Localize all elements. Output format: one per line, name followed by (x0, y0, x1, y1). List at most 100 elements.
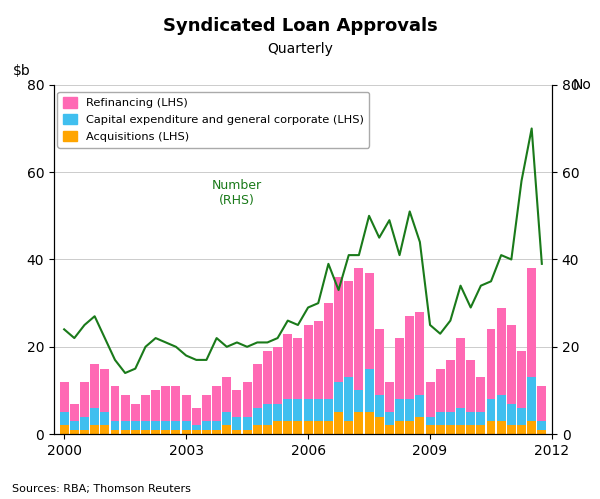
Bar (456, 408, 465, 425)
Bar (70, 421, 79, 430)
Bar (212, 386, 221, 421)
Bar (355, 268, 364, 390)
Bar (110, 421, 119, 430)
Bar (405, 421, 414, 434)
Bar (161, 386, 170, 421)
Bar (425, 425, 434, 434)
Bar (202, 421, 211, 430)
Bar (293, 338, 302, 399)
Bar (527, 377, 536, 421)
Bar (202, 430, 211, 434)
Bar (365, 369, 374, 412)
Bar (151, 430, 160, 434)
Bar (223, 425, 231, 434)
Bar (538, 386, 547, 421)
Bar (202, 395, 211, 421)
Bar (405, 399, 414, 421)
Bar (242, 430, 251, 434)
Bar (517, 408, 526, 425)
Bar (324, 421, 333, 434)
Bar (395, 338, 404, 399)
Bar (151, 390, 160, 421)
Bar (192, 408, 201, 425)
Bar (425, 382, 434, 417)
Bar (161, 421, 170, 430)
Y-axis label: No: No (572, 78, 592, 92)
Bar (324, 303, 333, 399)
Bar (283, 334, 292, 399)
Bar (355, 390, 364, 412)
Bar (242, 417, 251, 430)
Bar (80, 382, 89, 417)
Bar (100, 369, 109, 412)
Bar (172, 421, 181, 430)
Bar (517, 425, 526, 434)
Bar (141, 421, 150, 430)
Bar (375, 417, 383, 434)
Bar (375, 329, 383, 395)
Bar (415, 417, 424, 434)
Bar (538, 430, 547, 434)
Bar (415, 395, 424, 417)
Bar (263, 351, 272, 404)
Bar (507, 425, 516, 434)
Bar (263, 404, 272, 425)
Bar (182, 430, 191, 434)
Bar (110, 430, 119, 434)
Bar (476, 425, 485, 434)
Text: Syndicated Loan Approvals: Syndicated Loan Approvals (163, 17, 437, 35)
Bar (385, 425, 394, 434)
Bar (344, 377, 353, 421)
Bar (283, 421, 292, 434)
Bar (253, 408, 262, 425)
Bar (344, 281, 353, 377)
Bar (90, 364, 99, 408)
Bar (507, 325, 516, 404)
Bar (70, 404, 79, 421)
Bar (273, 347, 282, 404)
Bar (344, 421, 353, 434)
Bar (476, 377, 485, 412)
Bar (232, 417, 241, 430)
Bar (365, 412, 374, 434)
Bar (100, 425, 109, 434)
Bar (334, 277, 343, 382)
Bar (334, 412, 343, 434)
Bar (110, 386, 119, 421)
Bar (121, 395, 130, 421)
Bar (527, 421, 536, 434)
Bar (182, 395, 191, 421)
Bar (466, 425, 475, 434)
Bar (456, 338, 465, 408)
Bar (263, 425, 272, 434)
Bar (273, 421, 282, 434)
Bar (497, 307, 506, 395)
Bar (517, 351, 526, 408)
Bar (90, 408, 99, 425)
Bar (314, 399, 323, 421)
Legend: Refinancing (LHS), Capital expenditure and general corporate (LHS), Acquisitions: Refinancing (LHS), Capital expenditure a… (58, 92, 370, 148)
Bar (232, 390, 241, 417)
Bar (314, 321, 323, 399)
Bar (182, 421, 191, 430)
Bar (395, 399, 404, 421)
Text: Number
(RHS): Number (RHS) (212, 179, 262, 207)
Bar (497, 421, 506, 434)
Bar (436, 425, 445, 434)
Bar (395, 421, 404, 434)
Bar (497, 395, 506, 421)
Bar (456, 425, 465, 434)
Bar (223, 412, 231, 425)
Y-axis label: $b: $b (13, 64, 31, 78)
Bar (304, 421, 313, 434)
Bar (242, 382, 251, 417)
Bar (131, 404, 140, 421)
Bar (212, 430, 221, 434)
Bar (436, 369, 445, 412)
Bar (466, 412, 475, 425)
Bar (314, 421, 323, 434)
Bar (121, 421, 130, 430)
Bar (192, 430, 201, 434)
Text: Sources: RBA; Thomson Reuters: Sources: RBA; Thomson Reuters (12, 484, 191, 494)
Text: Quarterly: Quarterly (267, 42, 333, 56)
